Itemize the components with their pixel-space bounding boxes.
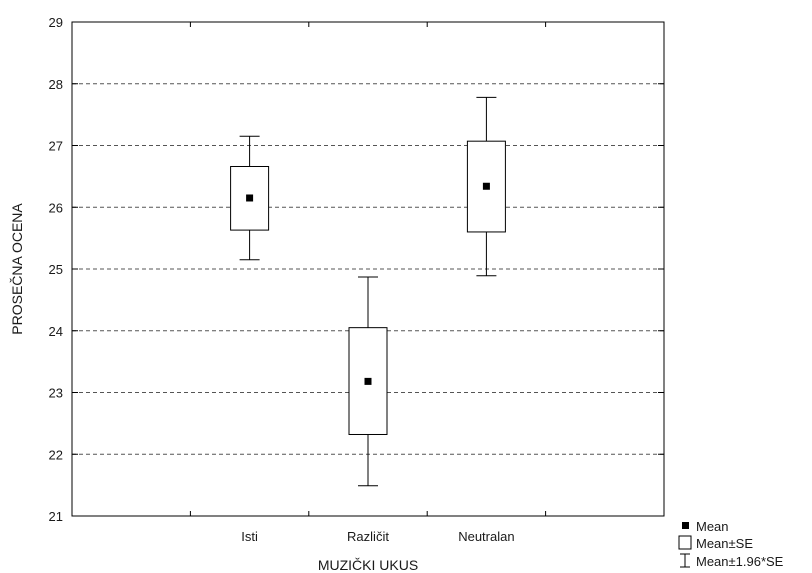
mean-marker (246, 194, 254, 202)
legend-label: Mean±SE (696, 536, 753, 551)
legend-se-symbol (678, 535, 692, 550)
legend-label: Mean (696, 519, 729, 534)
y-tick-label: 27 (49, 139, 63, 154)
x-tick-label: Različit (347, 529, 389, 544)
plot-frame (71, 21, 665, 517)
y-tick-label: 24 (49, 324, 63, 339)
legend: Mean Mean±SE Mean±1.96*SE (678, 519, 784, 569)
y-tick-label: 22 (49, 447, 63, 462)
y-tick-label: 26 (49, 200, 63, 215)
legend-label: Mean±1.96*SE (696, 554, 784, 569)
y-tick-label: 29 (49, 15, 63, 30)
box-plot-marks (230, 96, 506, 487)
x-tick-label: Neutralan (458, 529, 514, 544)
mean-marker (482, 182, 490, 190)
y-tick-label: 23 (49, 386, 63, 401)
y-axis-title: PROSEČNA OCENA (9, 203, 25, 335)
axis-ticks: 21 22 23 24 25 26 27 28 29 Isti Različit Neutralan (49, 15, 664, 544)
y-tick-label: 28 (49, 77, 63, 92)
x-tick-label: Isti (241, 529, 258, 544)
y-tick-label: 21 (49, 509, 63, 524)
x-axis-title: MUZIČKI UKUS (318, 557, 418, 573)
mean-marker (364, 377, 372, 385)
legend-mean-symbol (682, 522, 689, 529)
y-tick-label: 25 (49, 262, 63, 277)
